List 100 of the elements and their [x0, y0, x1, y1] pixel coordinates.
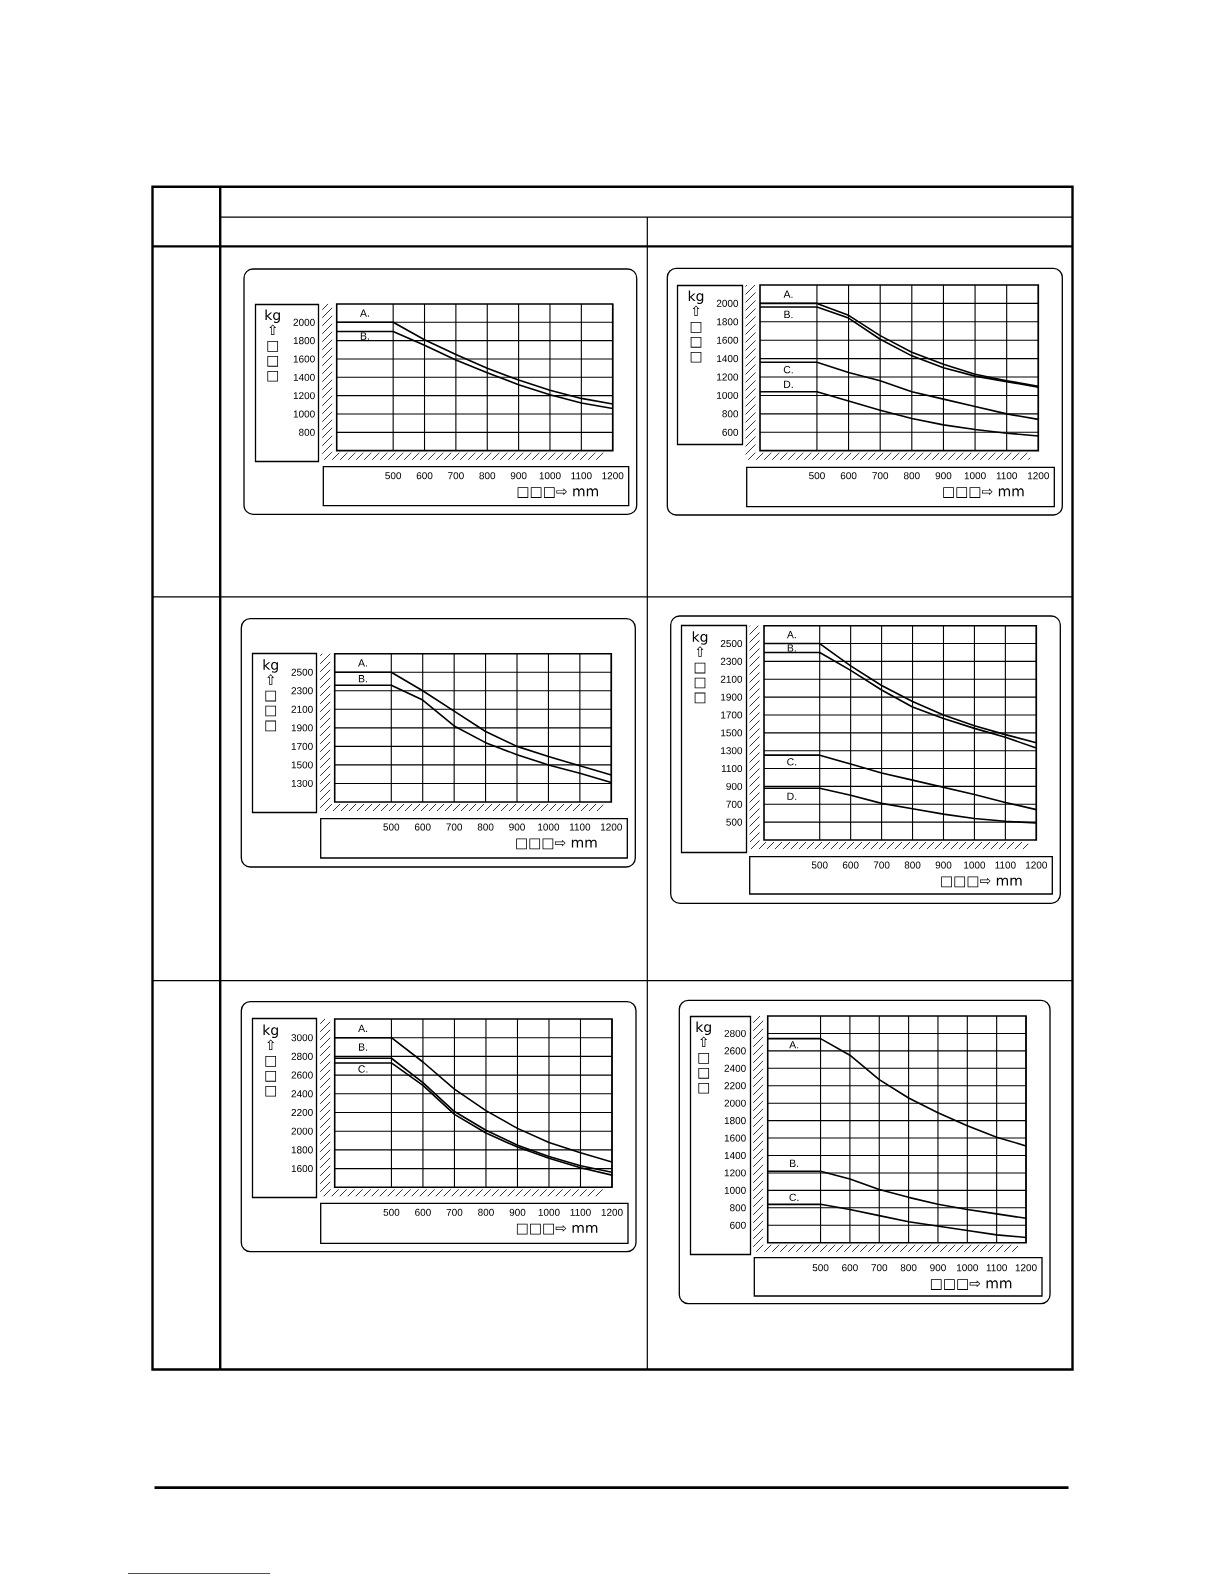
y-tick-label: 3000	[291, 1034, 313, 1042]
x-tick-label: 1200	[601, 1208, 623, 1216]
x-tick-label: 1000	[964, 861, 986, 869]
y-tick-label: 1800	[717, 318, 739, 326]
x-axis-title: □□□⇨ mm	[517, 487, 598, 498]
x-tick-label: 500	[383, 823, 400, 831]
y-tick-label: 1600	[724, 1134, 746, 1142]
series-label: A.	[358, 659, 367, 667]
y-tick-label: 1200	[717, 373, 739, 381]
y-tick-label: 1600	[291, 1165, 313, 1173]
y-tick-label: 1900	[721, 693, 743, 701]
x-axis-title: □□□⇨ mm	[516, 1223, 598, 1235]
y-axis-title: kg ⇧ □ □ □	[263, 659, 278, 732]
x-axis-title: □□□⇨ mm	[516, 838, 597, 850]
y-tick-label: 800	[722, 410, 739, 418]
x-tick-label: 800	[903, 472, 920, 480]
y-tick-label: 500	[726, 818, 743, 826]
series-label: A.	[783, 290, 793, 298]
y-tick-label: 2200	[291, 1108, 313, 1117]
y-tick-label: 1200	[724, 1169, 746, 1177]
x-tick-label: 600	[415, 1208, 431, 1216]
x-tick-label: 1100	[571, 472, 592, 480]
x-tick-label: 900	[509, 1208, 526, 1216]
x-tick-label: 1000	[538, 823, 560, 831]
x-tick-label: 1000	[956, 1264, 978, 1272]
series-label: B.	[784, 310, 793, 319]
y-tick-label: 2500	[720, 640, 743, 648]
series-label: C.	[787, 758, 797, 766]
x-tick-label: 800	[477, 823, 494, 831]
series-label: A.	[360, 309, 369, 317]
x-tick-label: 900	[935, 861, 952, 869]
x-tick-label: 500	[811, 861, 828, 869]
y-tick-label: 800	[299, 428, 315, 436]
y-tick-label: 2300	[291, 687, 313, 695]
y-tick-label: 600	[722, 428, 739, 436]
series-label: C.	[783, 365, 793, 374]
y-tick-label: 1400	[717, 355, 739, 363]
y-tick-label: 1300	[721, 747, 743, 755]
y-tick-label: 1800	[293, 337, 315, 345]
x-tick-label: 800	[478, 1208, 494, 1216]
x-tick-label: 700	[873, 861, 890, 869]
x-tick-label: 900	[510, 472, 527, 480]
y-tick-label: 1700	[721, 711, 743, 719]
x-tick-label: 700	[448, 472, 464, 480]
x-tick-label: 800	[479, 472, 496, 480]
y-tick-label: 1400	[293, 373, 315, 381]
x-tick-label: 1100	[986, 1264, 1007, 1272]
y-tick-label: 2400	[724, 1064, 746, 1072]
y-tick-label: 1200	[293, 392, 315, 400]
y-tick-label: 2100	[720, 675, 743, 683]
x-tick-label: 500	[812, 1264, 829, 1272]
y-tick-label: 2300	[720, 657, 743, 665]
y-tick-label: 2000	[291, 1127, 313, 1135]
y-tick-label: 700	[726, 800, 743, 808]
x-axis-title: □□□⇨ mm	[941, 876, 1022, 888]
y-tick-label: 1000	[717, 391, 739, 399]
x-tick-label: 1200	[1028, 472, 1050, 480]
series-label: B.	[358, 1043, 368, 1051]
x-tick-label: 700	[872, 472, 889, 480]
x-tick-label: 800	[900, 1264, 917, 1272]
x-tick-label: 600	[842, 861, 859, 869]
x-tick-label: 1000	[964, 472, 986, 480]
x-tick-label: 700	[871, 1264, 888, 1272]
x-tick-label: 1200	[1015, 1264, 1037, 1272]
y-axis-title: kg ⇧ □ □ □	[265, 309, 280, 382]
series-label: B.	[360, 332, 369, 340]
x-tick-label: 1200	[1025, 861, 1047, 869]
y-tick-label: 1300	[291, 779, 313, 787]
series-label: A.	[358, 1024, 368, 1032]
x-tick-label: 500	[385, 472, 402, 480]
x-tick-label: 900	[509, 823, 525, 831]
y-tick-label: 1500	[291, 761, 313, 769]
x-tick-label: 1100	[996, 472, 1018, 480]
y-axis-title: kg ⇧ □ □ □	[263, 1024, 278, 1097]
y-tick-label: 1100	[721, 765, 743, 773]
series-label: A.	[789, 1041, 799, 1049]
y-tick-label: 2500	[291, 668, 313, 676]
x-tick-label: 1200	[600, 823, 622, 831]
y-tick-label: 1800	[291, 1146, 313, 1154]
y-tick-label: 2600	[291, 1071, 313, 1079]
y-tick-label: 1600	[293, 355, 315, 363]
y-tick-label: 1000	[724, 1186, 746, 1194]
y-tick-label: 2000	[293, 318, 315, 326]
x-tick-label: 1200	[602, 472, 624, 480]
y-tick-label: 2400	[291, 1090, 313, 1098]
x-tick-label: 1100	[569, 823, 591, 831]
x-tick-label: 500	[809, 472, 825, 480]
y-tick-label: 1800	[724, 1117, 746, 1125]
y-tick-label: 2000	[724, 1099, 746, 1107]
y-axis-title: kg ⇧ □ □ □	[688, 290, 704, 363]
x-tick-label: 1100	[995, 861, 1016, 869]
y-tick-label: 900	[726, 782, 743, 790]
x-tick-label: 800	[904, 861, 921, 869]
y-axis-title: kg ⇧ □ □ □	[692, 631, 708, 704]
y-tick-label: 2800	[291, 1052, 313, 1060]
series-label: C.	[789, 1193, 799, 1202]
series-label: B.	[790, 1159, 799, 1167]
x-tick-label: 1100	[570, 1208, 591, 1216]
x-tick-label: 600	[414, 823, 431, 831]
x-axis-title: □□□⇨ mm	[930, 1279, 1012, 1290]
